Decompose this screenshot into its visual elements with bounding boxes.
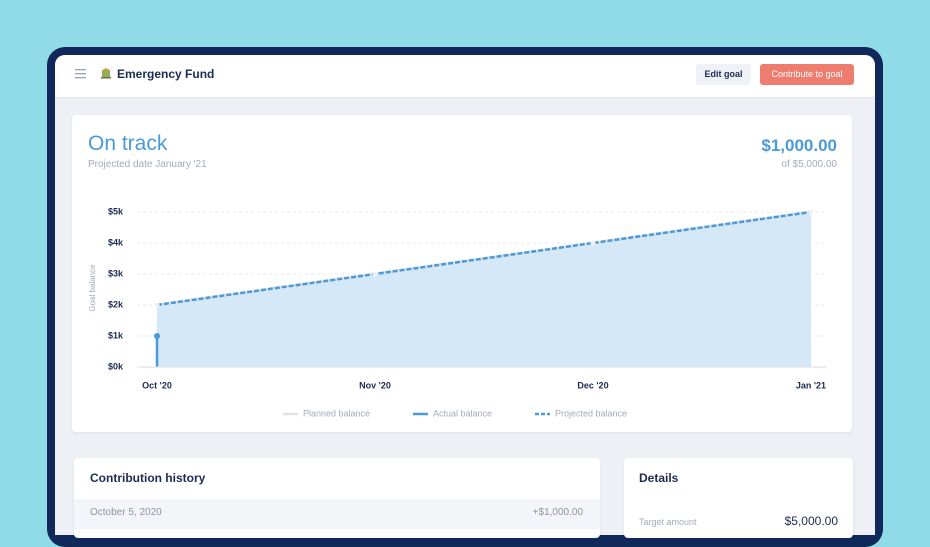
history-card: Contribution history October 5, 2020 +$1… — [74, 458, 600, 538]
page: {"header": {"title": "Emergency Fund", "… — [47, 47, 883, 547]
status: On track — [88, 132, 168, 155]
y-tick-label: $4k — [108, 237, 124, 247]
y-axis-label: Goal balance — [88, 264, 97, 312]
projected-line — [156, 210, 812, 307]
planned-dot — [590, 240, 596, 246]
contribute-button[interactable]: Contribute to goal — [760, 64, 854, 85]
y-tick-label: $3k — [108, 268, 124, 278]
menu-icon[interactable] — [74, 68, 88, 80]
bank-icon — [101, 68, 111, 79]
edit-goal-button[interactable]: Edit goal — [696, 64, 751, 85]
details-title: Details — [639, 471, 679, 485]
y-tick-label: $5k — [108, 206, 124, 216]
details-label: Target amount — [639, 517, 697, 527]
current-amount: $1,000.00 — [761, 136, 837, 155]
details-value: $5,000.00 — [784, 514, 838, 528]
goal-title: Emergency Fund — [117, 67, 215, 81]
planned-dot — [372, 271, 378, 277]
history-amount: +$1,000.00 — [532, 507, 583, 518]
history-title: Contribution history — [90, 471, 206, 485]
target-amount: of $5,000.00 — [781, 159, 837, 170]
y-tick-label: $0k — [108, 361, 124, 371]
legend-label: Projected balance — [555, 408, 627, 418]
history-row[interactable]: October 5, 2020 +$1,000.00 — [74, 499, 600, 529]
planned-dot — [154, 302, 160, 308]
x-tick-label: Dec '20 — [577, 380, 608, 390]
x-tick-label: Nov '20 — [359, 380, 391, 390]
legend-label: Planned balance — [303, 408, 370, 418]
x-tick-label: Jan '21 — [796, 380, 826, 390]
balance-chart: Goal balance $0k $1k $2k $3k $4k $5k Oct '20 Nov… — [88, 206, 827, 418]
history-date: October 5, 2020 — [90, 507, 162, 518]
y-tick-label: $2k — [108, 299, 124, 309]
projected-area — [157, 212, 811, 367]
y-tick-label: $1k — [108, 330, 124, 340]
details-card: Details Target amount $5,000.00 — [624, 458, 853, 538]
projected-date: Projected date January '21 — [88, 159, 207, 170]
planned-dot — [808, 209, 814, 215]
actual-dot — [154, 333, 160, 339]
x-tick-label: Oct '20 — [142, 380, 172, 390]
legend-label: Actual balance — [433, 408, 492, 418]
